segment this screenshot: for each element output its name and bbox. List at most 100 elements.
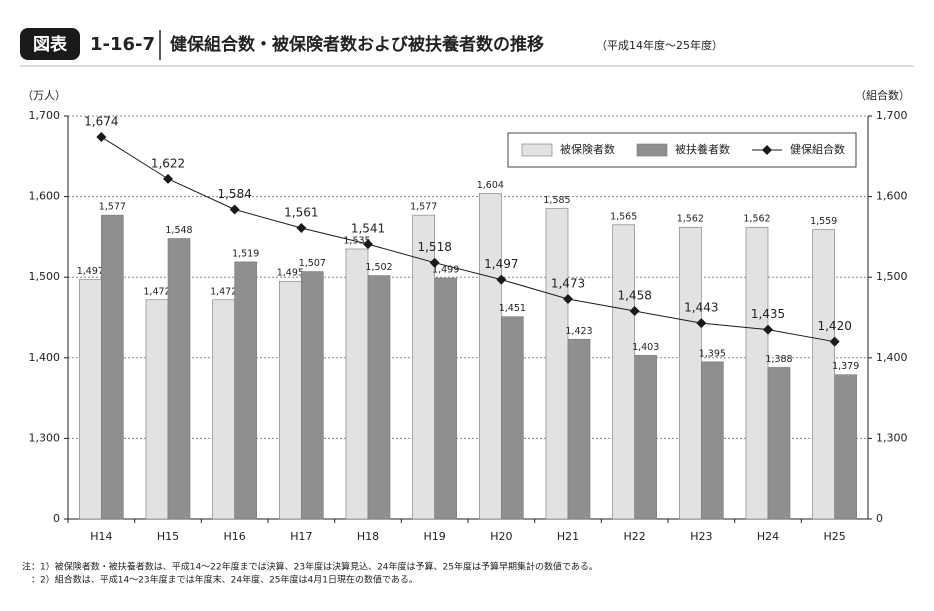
data-label: 1,622	[151, 156, 185, 170]
bar	[834, 374, 857, 520]
data-label: 1,548	[165, 225, 192, 236]
bar	[701, 361, 724, 520]
badge	[20, 28, 80, 60]
x-tick-label: H14	[90, 530, 112, 543]
data-label: 1,435	[751, 307, 785, 321]
bar	[567, 338, 591, 520]
y2-tick-label: 1,400	[876, 351, 908, 364]
y2-tick-label: 0	[876, 512, 883, 525]
bar	[479, 193, 502, 520]
data-label: 1,674	[84, 114, 118, 128]
marker	[229, 204, 240, 215]
legend-marker	[762, 145, 772, 155]
data-label: 1,472	[210, 286, 237, 297]
marker	[763, 324, 773, 335]
subtitle: （平成14年度〜25年度）	[596, 38, 723, 52]
data-label: 1,458	[617, 289, 651, 303]
y-tick-label: 1,600	[29, 190, 61, 203]
bar	[367, 275, 391, 520]
data-label: 1,379	[832, 361, 859, 372]
figure-number: 1-16-7	[90, 34, 155, 55]
data-label: 1,559	[810, 216, 837, 227]
legend-swatch	[636, 143, 668, 157]
x-tick-label: H19	[424, 530, 446, 543]
data-label: 1,497	[77, 266, 104, 277]
marker	[563, 293, 573, 304]
bar	[145, 299, 169, 520]
data-label: 1,518	[417, 240, 451, 254]
data-label: 1,499	[432, 265, 459, 276]
data-label: 1,562	[743, 214, 770, 225]
data-label: 1,507	[299, 258, 326, 269]
x-tick-label: H16	[224, 530, 246, 543]
data-label: 1,561	[284, 206, 318, 220]
y-tick-label: 1,500	[29, 270, 61, 283]
marker	[96, 131, 107, 142]
x-tick-label: H17	[290, 530, 312, 543]
marker	[429, 257, 440, 268]
data-label: 1,562	[677, 214, 704, 225]
data-label: 1,577	[410, 202, 437, 213]
bar	[767, 367, 791, 520]
marker	[296, 223, 307, 234]
y2-tick-label: 1,300	[876, 431, 908, 444]
marker	[629, 306, 640, 317]
bar	[412, 214, 435, 520]
marker	[363, 239, 373, 250]
data-label: 1,423	[565, 326, 592, 337]
x-tick-label: H24	[757, 530, 779, 543]
bar	[101, 214, 124, 520]
bar	[167, 238, 191, 520]
bar	[234, 261, 257, 520]
data-label: 1,565	[610, 211, 637, 222]
data-label: 1,497	[484, 257, 518, 271]
data-label: 1,519	[232, 248, 259, 259]
data-label: 1,388	[765, 354, 792, 365]
x-tick-label: H21	[557, 530, 579, 543]
x-tick-label: H25	[824, 530, 846, 543]
data-label: 1,451	[499, 303, 526, 314]
data-label: 1,420	[817, 319, 851, 333]
marker	[163, 173, 173, 184]
data-label: 1,495	[277, 268, 304, 279]
data-label: 1,585	[543, 195, 570, 206]
bar	[745, 226, 769, 520]
title: 健保組合数・被保険者数および被扶養者数の推移	[170, 34, 544, 55]
bar	[279, 280, 302, 520]
line	[101, 136, 835, 343]
marker	[829, 336, 840, 347]
bar	[679, 226, 702, 520]
x-tick-label: H18	[357, 530, 379, 543]
y-tick-label: 1,700	[29, 109, 61, 122]
data-label: 1,473	[551, 276, 585, 290]
marker	[696, 318, 707, 329]
data-label: 1,395	[699, 348, 726, 359]
x-tick-label: H20	[490, 530, 512, 543]
data-label: 1,502	[365, 262, 392, 273]
bar	[612, 224, 635, 520]
badge-text: 図表	[33, 34, 68, 55]
bar	[212, 299, 235, 520]
y-tick-label: 1,400	[29, 351, 61, 364]
bar	[301, 271, 324, 520]
legend-box	[507, 132, 857, 168]
y-tick-label: 1,300	[29, 431, 61, 444]
note: 注：1）被保険者数・被扶養者数は、平成14〜22年度までは決算、23年度は決算見…	[22, 561, 598, 573]
bar	[545, 208, 569, 520]
bar	[501, 316, 524, 520]
data-label: 1,541	[351, 222, 385, 236]
data-label: 1,577	[99, 202, 126, 213]
note: ：2）組合数は、平成14〜23年度までは年度末、24年度、25年度は4月1日現在…	[22, 574, 418, 586]
legend-label: 健保組合数	[790, 142, 845, 156]
legend-swatch	[521, 143, 553, 157]
legend-label: 被扶養者数	[675, 142, 730, 156]
x-tick-label: H22	[624, 530, 646, 543]
data-label: 1,604	[477, 180, 504, 191]
y2-tick-label: 1,500	[876, 270, 908, 283]
data-label: 1,403	[632, 342, 659, 353]
data-label: 1,584	[217, 187, 251, 201]
bar	[434, 277, 457, 520]
bar	[345, 248, 369, 520]
x-tick-label: H23	[690, 530, 712, 543]
